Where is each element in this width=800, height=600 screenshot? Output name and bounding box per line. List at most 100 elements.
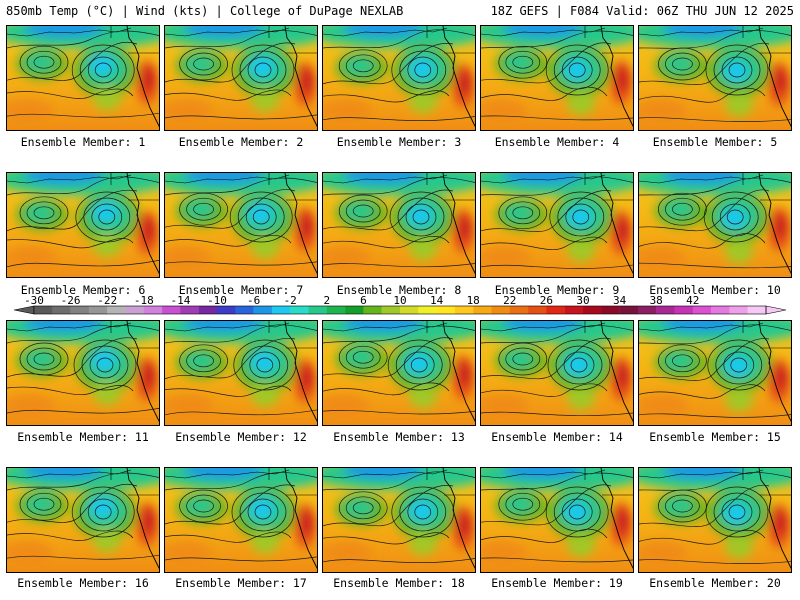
ensemble-member-label: Ensemble Member: 8 [336,283,462,297]
colorbar-tick-label: -26 [61,295,81,307]
ensemble-map-panel [6,320,160,426]
colorbar-bin [546,306,565,314]
ensemble-map-panel [164,467,318,573]
ensemble-map-panel [6,25,160,131]
colorbar-bin [418,306,437,314]
ensemble-map-panel [322,25,476,131]
ensemble-member-label: Ensemble Member: 15 [649,430,781,444]
colorbar-bin [528,306,547,314]
colorbar-bin [509,306,529,314]
colorbar-tick-label: 42 [686,295,699,307]
map-title: 850mb Temp (°C) | Wind (kts) | College o… [6,4,404,18]
colorbar-bin [619,306,639,314]
colorbar-bin [125,306,144,314]
colorbar-tick-label: -6 [247,295,260,307]
colorbar-bin [400,306,419,314]
ensemble-member-label: Ensemble Member: 3 [336,135,462,149]
colorbar-bin [491,306,510,314]
colorbar-tick-label: -30 [24,295,44,307]
ensemble-map-panel [638,25,792,131]
colorbar-bin [436,306,456,314]
ensemble-member-label: Ensemble Member: 19 [491,576,623,590]
colorbar-tick-label: -22 [97,295,117,307]
colorbar-bin [290,306,309,314]
colorbar-tick-label: 38 [650,295,663,307]
ensemble-member-label: Ensemble Member: 18 [333,576,465,590]
colorbar-bin [656,306,675,314]
colorbar-bin [217,306,236,314]
temperature-colorbar: -30 -26 -22 -18 -14 -10 -6 -2 2 6 10 14 18 22 26 30 34 38… [13,295,787,315]
colorbar-bin [345,306,364,314]
colorbar-tick-label: 34 [613,295,627,307]
colorbar-bin [253,306,273,314]
colorbar-bin [381,306,401,314]
ensemble-member-label: Ensemble Member: 10 [649,283,781,297]
ensemble-map-panel [480,320,634,426]
ensemble-member-label: Ensemble Member: 4 [494,135,620,149]
ensemble-map-panel [6,172,160,278]
ensemble-member-label: Ensemble Member: 2 [178,135,304,149]
colorbar-bin [637,306,657,314]
colorbar-bin [454,306,474,314]
colorbar-tick-label: 10 [393,295,406,307]
colorbar-tick-label: 14 [430,295,444,307]
colorbar-tick-label: 30 [576,295,589,307]
ensemble-member-label: Ensemble Member: 9 [494,283,620,297]
colorbar-bin [729,306,748,314]
ensemble-map-panel [638,467,792,573]
ensemble-map-panel [164,320,318,426]
colorbar-bin [308,306,327,314]
colorbar-bin [143,306,163,314]
colorbar-tick-label: 18 [467,295,480,307]
colorbar-tick-label: -10 [207,295,227,307]
colorbar-bin [473,306,492,314]
ensemble-member-label: Ensemble Member: 11 [17,430,149,444]
colorbar-bin [692,306,712,314]
colorbar-tick-label: 6 [360,295,367,307]
ensemble-member-label: Ensemble Member: 12 [175,430,307,444]
colorbar-bin [70,306,90,314]
colorbar-bin [271,306,291,314]
ensemble-map-panel [638,320,792,426]
colorbar-bin [235,306,254,314]
colorbar-tick-label: -14 [170,295,190,307]
ensemble-map-panel [480,172,634,278]
colorbar-bin [583,306,602,314]
ensemble-map-panel [638,172,792,278]
ensemble-map-panel [6,467,160,573]
colorbar-bin [180,306,199,314]
colorbar-bin [162,306,181,314]
colorbar-tick-label: 26 [540,295,553,307]
ensemble-map-panel [164,25,318,131]
colorbar-bin [88,306,108,314]
colorbar-bin [601,306,620,314]
colorbar-bin [747,306,767,314]
colorbar-tick-label: 22 [503,295,516,307]
ensemble-member-label: Ensemble Member: 1 [20,135,146,149]
ensemble-member-label: Ensemble Member: 5 [652,135,778,149]
ensemble-member-label: Ensemble Member: 16 [17,576,149,590]
colorbar-bin [198,306,218,314]
ensemble-map-panel [322,320,476,426]
colorbar-bin [326,306,346,314]
colorbar-bin [564,306,584,314]
ensemble-member-label: Ensemble Member: 14 [491,430,623,444]
ensemble-map-panel [164,172,318,278]
ensemble-member-label: Ensemble Member: 17 [175,576,307,590]
ensemble-member-label: Ensemble Member: 6 [20,283,146,297]
colorbar-tick-label: -2 [284,295,297,307]
ensemble-member-label: Ensemble Member: 20 [649,576,781,590]
ensemble-map-panel [322,172,476,278]
colorbar-bin [34,306,53,314]
colorbar-bin [107,306,126,314]
colorbar-bin [363,306,382,314]
ensemble-map-panel [480,467,634,573]
ensemble-map-panel [322,467,476,573]
run-valid-time: 18Z GEFS | F084 Valid: 06Z THU JUN 12 20… [490,4,794,18]
colorbar-bin [52,306,71,314]
ensemble-member-label: Ensemble Member: 7 [178,283,304,297]
ensemble-member-label: Ensemble Member: 13 [333,430,465,444]
colorbar-bin [711,306,730,314]
ensemble-map-panel [480,25,634,131]
colorbar-tick-label: 2 [323,295,330,307]
